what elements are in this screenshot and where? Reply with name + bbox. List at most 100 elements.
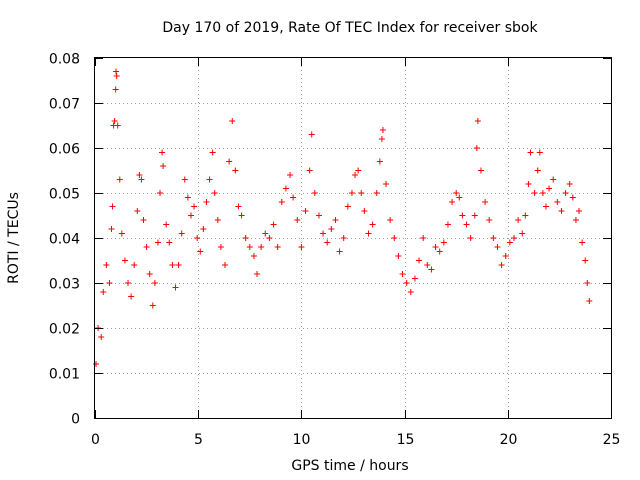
data-point: [112, 86, 119, 93]
data-point: [138, 176, 145, 183]
data-point: [444, 221, 451, 228]
data-point: [373, 190, 380, 196]
data-point: [302, 208, 309, 214]
data-point: [93, 361, 100, 367]
data-point: [369, 221, 376, 228]
data-point: [311, 190, 318, 196]
data-point: [387, 217, 394, 223]
data-point: [365, 230, 372, 237]
data-point: [539, 190, 546, 196]
data-point: [217, 244, 224, 250]
data-point: [411, 275, 418, 282]
data-point: [136, 172, 143, 178]
data-point: [510, 235, 517, 241]
data-point: [178, 230, 185, 237]
data-point: [482, 199, 489, 205]
data-point: [128, 293, 135, 300]
roti-series: [93, 68, 593, 367]
data-point: [515, 217, 522, 223]
data-point: [569, 194, 576, 201]
data-point: [471, 212, 478, 219]
data-point: [121, 257, 128, 264]
data-point: [348, 190, 355, 196]
data-point: [432, 244, 439, 250]
data-point: [214, 217, 221, 223]
x-axis-label: GPS time / hours: [291, 458, 408, 474]
y-tick-label: 0.02: [49, 322, 80, 338]
data-point: [320, 230, 327, 237]
data-point: [477, 167, 484, 174]
x-tick-label: 10: [293, 432, 311, 448]
data-point: [111, 118, 118, 124]
data-point: [358, 190, 365, 196]
data-point: [416, 257, 423, 264]
data-point: [106, 280, 113, 286]
data-point: [242, 235, 249, 241]
data-point: [194, 235, 201, 241]
data-point: [463, 221, 470, 228]
data-point: [184, 194, 191, 201]
data-point: [191, 203, 198, 210]
data-point: [108, 226, 115, 232]
data-point: [298, 244, 305, 250]
data-point: [576, 208, 583, 214]
data-point: [582, 257, 589, 264]
data-point: [113, 68, 120, 75]
data-point: [149, 302, 156, 309]
data-point: [490, 235, 497, 241]
data-point: [420, 235, 427, 241]
data-point: [306, 167, 313, 174]
data-point: [118, 230, 125, 237]
data-point: [134, 208, 141, 214]
data-point: [187, 212, 194, 219]
data-point: [403, 280, 410, 286]
data-point: [428, 266, 435, 273]
data-point: [456, 194, 463, 201]
data-point: [209, 149, 216, 156]
chart-title: Day 170 of 2019, Rate Of TEC Index for r…: [162, 20, 538, 36]
data-point: [566, 181, 573, 187]
data-point: [519, 230, 526, 237]
data-point: [270, 221, 277, 228]
data-point: [586, 298, 593, 304]
data-point: [172, 284, 179, 291]
data-point: [98, 334, 105, 340]
data-point: [522, 212, 529, 219]
data-point: [407, 289, 414, 295]
data-point: [274, 244, 281, 250]
data-point: [258, 244, 265, 250]
data-point: [166, 239, 173, 246]
x-tick-label: 0: [91, 432, 100, 448]
data-point: [536, 149, 543, 156]
data-point: [250, 253, 257, 259]
data-point: [229, 118, 236, 124]
data-point: [361, 208, 368, 214]
y-tick-label: 0.07: [49, 97, 80, 113]
data-point: [266, 235, 273, 241]
data-point: [211, 190, 218, 196]
data-point: [506, 239, 513, 246]
data-point: [440, 239, 447, 246]
data-point: [554, 199, 561, 205]
data-point: [332, 217, 339, 223]
data-point: [395, 253, 402, 259]
y-tick-label: 0.06: [49, 142, 80, 158]
data-point: [473, 145, 480, 151]
data-point: [287, 172, 294, 178]
data-point: [315, 212, 322, 219]
data-point: [232, 167, 239, 174]
data-point: [534, 167, 541, 174]
x-tick-label: 25: [603, 432, 621, 448]
data-point: [109, 203, 116, 210]
data-point: [254, 271, 261, 277]
data-point: [157, 190, 164, 196]
axis-ticks: 0 0.01 0.02 0.03 0.04 0.05 0.06 0.07 0.08 0 5 10 15 2…: [49, 52, 621, 449]
data-point: [262, 230, 269, 237]
data-point: [542, 203, 549, 210]
data-point: [459, 212, 466, 219]
data-point: [163, 221, 170, 228]
grid-lines: [95, 58, 611, 418]
data-point: [100, 289, 107, 295]
x-tick-label: 15: [397, 432, 415, 448]
